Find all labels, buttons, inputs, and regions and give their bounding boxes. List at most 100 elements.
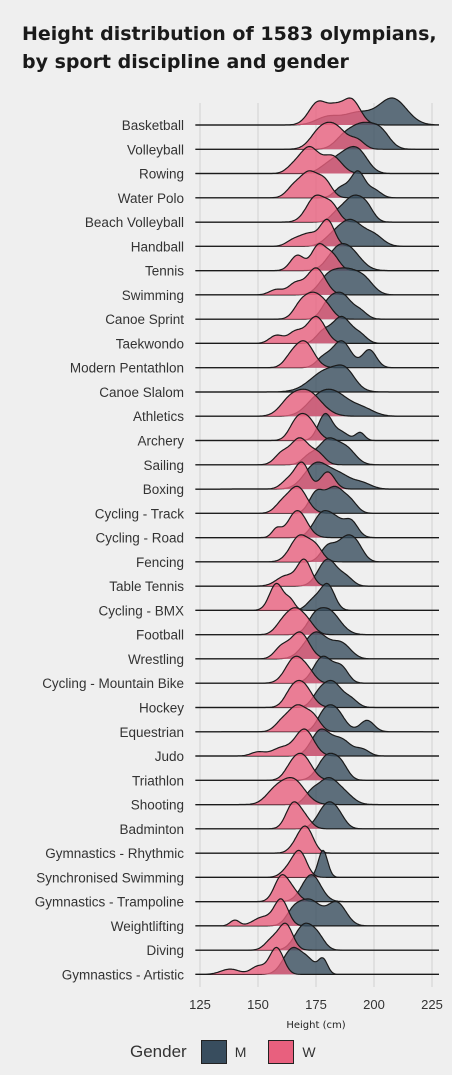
density-fill-m <box>195 583 439 611</box>
density-fill-w <box>195 122 439 150</box>
density-line-w <box>195 194 439 223</box>
ridge-row <box>195 704 439 733</box>
density-line-w <box>195 242 439 272</box>
legend: Gender M W <box>130 1038 338 1066</box>
ridge-row <box>195 752 439 781</box>
density-line-w <box>195 145 439 175</box>
ridge-row <box>195 679 439 709</box>
ridge-row <box>195 412 439 442</box>
density-line-w <box>195 898 439 927</box>
density-fill-w <box>195 462 439 490</box>
y-tick-label: Boxing <box>143 482 184 497</box>
density-line-w <box>195 946 439 975</box>
density-fill-m <box>195 365 439 392</box>
density-line-w <box>195 873 439 903</box>
ridge-row <box>195 534 439 563</box>
ridge-row <box>195 315 439 344</box>
density-fill-w <box>195 195 439 223</box>
density-fill-w <box>195 98 439 125</box>
density-line-w <box>195 631 439 660</box>
density-line-w <box>195 704 439 733</box>
density-line-w <box>195 558 439 587</box>
density-line-w <box>195 412 439 442</box>
y-tick-label: Wrestling <box>128 652 184 667</box>
ridge-row <box>195 121 439 150</box>
density-line-w <box>195 461 439 490</box>
ridge-row <box>195 97 439 126</box>
x-axis-title: Height (cm) <box>286 1020 345 1031</box>
density-fill-w <box>195 316 439 344</box>
legend-title: Gender <box>130 1042 187 1061</box>
y-tick-label: Volleyball <box>127 142 184 157</box>
ridge-row <box>195 364 439 393</box>
ridge-row <box>195 340 439 369</box>
y-tick-label: Gymnastics - Trampoline <box>35 895 184 910</box>
density-line-w <box>195 801 439 830</box>
ridge-row <box>195 946 439 975</box>
ridge-row <box>195 194 439 223</box>
ridge-row <box>195 607 439 636</box>
y-tick-label: Fencing <box>136 555 184 570</box>
ridge-row <box>195 801 439 830</box>
density-fill-w <box>195 437 439 465</box>
y-tick-label: Gymnastics - Artistic <box>62 967 185 982</box>
density-line-w <box>195 218 439 247</box>
density-line-w <box>195 291 439 320</box>
ridge-row <box>195 170 439 199</box>
y-tick-label: Canoe Sprint <box>105 312 184 327</box>
x-tick-label: 125 <box>189 997 211 1012</box>
density-fill-m <box>195 729 439 756</box>
y-tick-label: Synchronised Swimming <box>36 870 184 885</box>
y-tick-label: Swimming <box>122 288 184 303</box>
density-fill-w <box>195 534 439 562</box>
ridge-row <box>195 631 439 660</box>
y-tick-label: Rowing <box>139 167 184 182</box>
density-line-w <box>195 97 439 126</box>
legend-label-w: W <box>302 1044 316 1060</box>
y-tick-label: Judo <box>155 749 184 764</box>
y-tick-label: Cycling - Road <box>95 531 184 546</box>
density-line-w <box>195 437 439 466</box>
density-fill-m <box>195 462 439 490</box>
y-axis-labels: Basketball Volleyball Rowing Water Polo Beac… <box>35 118 185 982</box>
y-tick-label: Athletics <box>133 409 184 424</box>
y-tick-label: Equestrian <box>119 725 184 740</box>
density-fill-m <box>195 874 439 902</box>
density-line-w <box>195 728 439 757</box>
density-fill-m <box>195 122 439 150</box>
density-line-w <box>195 655 439 684</box>
density-fill-w <box>195 219 439 247</box>
density-fill-w <box>195 680 439 708</box>
density-line-w <box>195 340 439 369</box>
x-tick-label: 175 <box>305 997 327 1012</box>
y-tick-label: Taekwondo <box>116 336 184 351</box>
y-tick-label: Beach Volleyball <box>85 215 184 230</box>
density-line-w <box>195 534 439 563</box>
x-axis-ticks: 125 150 175 200 225 <box>189 997 443 1012</box>
y-tick-label: Hockey <box>139 700 184 715</box>
density-fill-m <box>195 923 439 951</box>
chart-title-line-1: Height distribution of 1583 olympians, <box>22 23 437 45</box>
ridge-row <box>195 509 439 539</box>
density-fill-m <box>195 631 439 659</box>
y-tick-label: Cycling - Track <box>95 506 185 521</box>
y-tick-label: Table Tennis <box>109 579 184 594</box>
chart-title: Height distribution of 1583 olympians, b… <box>22 20 442 76</box>
density-line-w <box>195 509 439 539</box>
density-fill-m <box>195 486 439 514</box>
ridge-row <box>195 873 439 903</box>
y-tick-label: Cycling - Mountain Bike <box>42 676 184 691</box>
ridge-row <box>195 728 439 757</box>
ridge-row <box>195 485 439 514</box>
y-tick-label: Modern Pentathlon <box>70 361 184 376</box>
density-line-w <box>195 679 439 709</box>
ridge-row <box>195 145 439 175</box>
ridge-row <box>195 825 439 854</box>
chart-title-line-2: by sport discipline and gender <box>22 51 349 73</box>
density-fill-m <box>195 898 439 926</box>
density-line-w <box>195 849 439 878</box>
density-line-w <box>195 170 439 199</box>
legend-label-m: M <box>234 1044 247 1060</box>
ridge-row <box>195 291 439 320</box>
